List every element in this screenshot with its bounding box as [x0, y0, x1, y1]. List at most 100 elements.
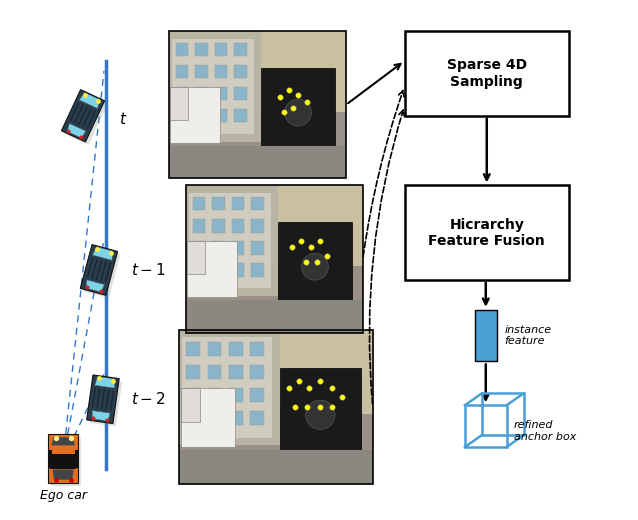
Bar [465, 405, 507, 447]
Bar [168, 31, 261, 141]
Circle shape [306, 400, 335, 430]
Bar [181, 388, 200, 422]
Bar [186, 186, 278, 296]
Circle shape [285, 99, 311, 126]
Bar [175, 87, 188, 100]
Bar [186, 388, 200, 402]
Bar [195, 43, 207, 56]
Bar [193, 197, 205, 211]
Polygon shape [48, 434, 78, 484]
Bar [251, 241, 263, 255]
Bar [251, 411, 264, 425]
Bar [168, 31, 346, 112]
Bar [193, 241, 205, 255]
Polygon shape [75, 450, 78, 468]
Polygon shape [87, 258, 93, 277]
Bar [186, 186, 363, 333]
Bar [229, 365, 242, 379]
Bar [186, 342, 200, 356]
Polygon shape [80, 244, 117, 295]
Bar [179, 450, 373, 484]
Bar [404, 31, 569, 116]
Polygon shape [92, 411, 110, 421]
Polygon shape [61, 89, 105, 142]
Polygon shape [105, 390, 110, 410]
Bar [168, 112, 346, 178]
Bar [251, 219, 263, 232]
Polygon shape [48, 450, 52, 468]
Text: Hicrarchy
Feature Fusion: Hicrarchy Feature Fusion [428, 217, 545, 248]
Bar [251, 264, 263, 277]
Bar [175, 65, 188, 79]
Bar [208, 365, 221, 379]
Bar [168, 146, 346, 178]
Bar [215, 43, 227, 56]
Bar [261, 68, 335, 149]
Text: $t-1$: $t-1$ [131, 262, 166, 278]
Bar [278, 222, 352, 303]
Polygon shape [86, 280, 105, 292]
Polygon shape [92, 388, 96, 408]
Bar [212, 241, 225, 255]
Polygon shape [50, 454, 76, 469]
Polygon shape [90, 378, 122, 426]
Bar [186, 186, 363, 266]
Bar [188, 241, 237, 297]
Bar [215, 109, 227, 123]
Bar [234, 43, 247, 56]
Bar [229, 342, 242, 356]
Polygon shape [82, 108, 92, 127]
Bar [251, 365, 264, 379]
Polygon shape [95, 376, 115, 388]
Bar [232, 219, 244, 232]
Bar [170, 87, 220, 143]
Polygon shape [91, 259, 98, 279]
Bar [482, 394, 524, 435]
Circle shape [302, 253, 329, 280]
Text: instance
feature: instance feature [505, 325, 552, 346]
Bar [181, 388, 235, 447]
Bar [229, 411, 242, 425]
Polygon shape [110, 391, 114, 410]
Bar [215, 65, 227, 79]
Bar [234, 87, 247, 100]
Bar [186, 411, 200, 425]
Bar [175, 43, 188, 56]
Bar [475, 310, 497, 361]
Bar [186, 365, 200, 379]
Polygon shape [79, 93, 100, 109]
Bar [170, 87, 188, 120]
Bar [195, 109, 207, 123]
Text: $t-2$: $t-2$ [131, 391, 166, 407]
Polygon shape [87, 110, 96, 129]
Bar [215, 87, 227, 100]
Bar [229, 388, 242, 402]
Bar [172, 38, 254, 134]
Bar [212, 264, 225, 277]
Polygon shape [52, 437, 75, 445]
Text: Sparse 4D
Sampling: Sparse 4D Sampling [447, 58, 527, 88]
Bar [186, 266, 363, 333]
Bar [404, 186, 569, 280]
Bar [168, 31, 346, 178]
Bar [188, 241, 205, 274]
Bar [182, 337, 272, 437]
Bar [208, 411, 221, 425]
Bar [186, 300, 363, 333]
Bar [232, 241, 244, 255]
Bar [251, 197, 263, 211]
Bar [232, 197, 244, 211]
Bar [193, 264, 205, 277]
Bar [208, 342, 221, 356]
Text: Ego car: Ego car [40, 489, 87, 502]
Bar [232, 264, 244, 277]
Bar [175, 109, 188, 123]
Polygon shape [84, 248, 121, 298]
Bar [179, 330, 373, 414]
Bar [212, 197, 225, 211]
Polygon shape [78, 107, 88, 125]
Bar [208, 388, 221, 402]
Polygon shape [51, 437, 81, 487]
Polygon shape [53, 470, 73, 479]
Polygon shape [87, 375, 119, 424]
